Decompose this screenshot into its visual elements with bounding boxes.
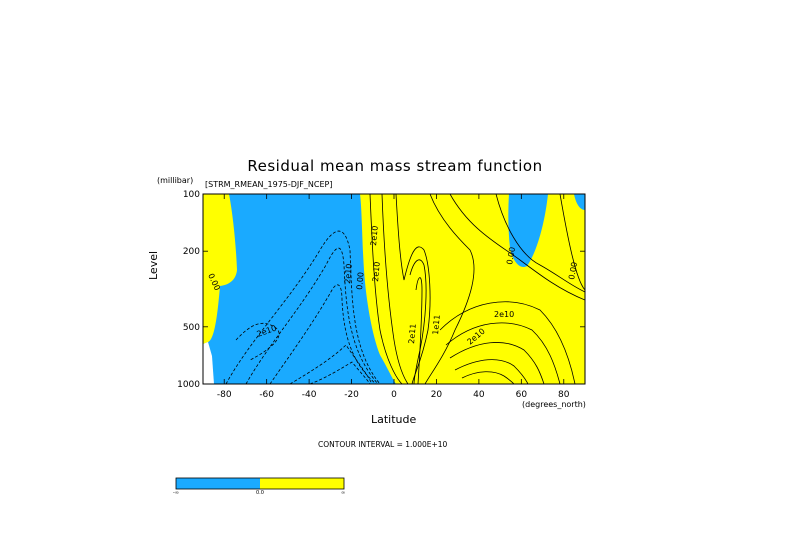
contour-label: 2e10 [494,310,514,319]
positive-contour [415,277,423,384]
negative-contour [289,344,373,384]
contour-interval-text: CONTOUR INTERVAL = 1.000E+10 [318,440,448,449]
x-tick-label: -40 [302,390,317,400]
axis-ticks: -80 -60 -40 -20 0 20 40 60 80 100 200 500 1000 [177,190,585,400]
colorbar-positive [260,478,344,489]
contour-label: 2e10 [371,261,382,282]
contour-label: 0.00 [567,261,579,280]
positive-contour [395,194,431,384]
contour-label: 0.00 [505,246,517,265]
x-tick-label: 60 [516,390,528,400]
y-units-label: (millibar) [157,176,194,185]
positive-contour [445,322,561,384]
negative-region-north-edge [574,194,585,210]
colorbar-label-min: -∞ [173,490,179,496]
positive-contour [449,342,545,384]
chart-title: Residual mean mass stream function [247,157,543,175]
positive-contour [439,301,576,384]
positive-contour [495,194,585,293]
y-tick-label: 100 [183,190,200,200]
negative-contour [309,361,371,384]
x-tick-label: 40 [473,390,485,400]
y-tick-label: 1000 [177,380,200,390]
x-tick-label: 0 [391,390,397,400]
negative-contour [225,230,381,384]
x-tick-label: -20 [344,390,359,400]
x-tick-label: -60 [259,390,274,400]
colorbar-label-mid: 0.0 [256,490,264,496]
colorbar [175,477,345,490]
negative-contour [269,284,377,384]
x-axis-label: Latitude [371,413,417,426]
positive-contour [559,194,585,291]
filled-regions [203,194,585,384]
positive-contour [369,194,403,384]
contour-label: 0.00 [355,272,366,291]
chart-subtitle: [STRM_RMEAN_1975-DJF_NCEP] [205,180,333,189]
positive-contour [449,194,585,301]
x-tick-label: -80 [217,390,232,400]
positive-contour [409,259,427,384]
contour-label: 2e10 [343,263,354,284]
contour-label: 2e10 [369,225,380,246]
contour-lines [225,194,585,384]
y-tick-label: 500 [183,323,200,333]
x-units-label: (degrees_north) [522,400,586,409]
colorbar-frame [175,477,345,490]
negative-contour [245,247,379,384]
positive-contour [424,194,475,384]
colorbar-negative [176,478,260,489]
y-tick-label: 200 [183,247,200,257]
negative-contour [235,323,280,361]
positive-contour [461,371,515,384]
missing-region [203,342,214,384]
positive-contour [454,359,529,384]
contour-label: 1e11 [431,314,442,335]
x-tick-label: 80 [558,390,570,400]
positive-contour [381,194,409,384]
x-tick-label: 20 [431,390,443,400]
contour-label: 2e11 [407,323,418,344]
colorbar-label-max: ∞ [341,490,346,496]
negative-region-northern [508,194,548,268]
